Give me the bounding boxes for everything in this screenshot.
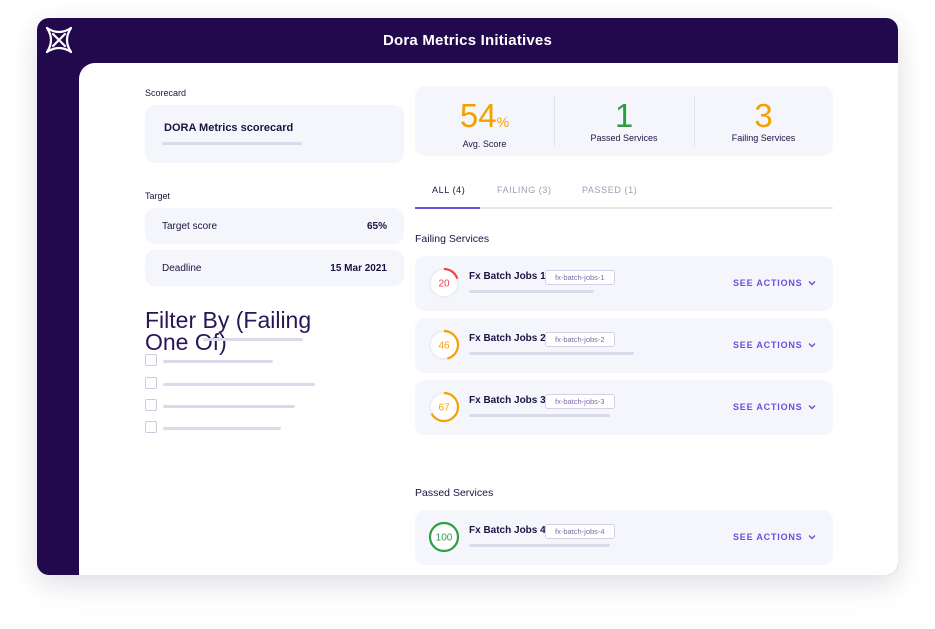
tab-bar: ALL (4) FAILING (3) PASSED (1) bbox=[415, 180, 833, 210]
filter-title: Filter By (Failing One Of) bbox=[145, 307, 312, 355]
service-tag: fx-batch-jobs-2 bbox=[545, 332, 615, 347]
score-value: 67 bbox=[438, 403, 450, 414]
service-row[interactable]: 67 Fx Batch Jobs 3 fx-batch-jobs-3 SEE A… bbox=[415, 380, 833, 435]
score-arc bbox=[428, 521, 460, 553]
app-window: Dora Metrics Initiatives Scorecard DORA … bbox=[37, 18, 898, 575]
deadline-row: Deadline 15 Mar 2021 bbox=[145, 250, 404, 286]
score-gauge: 67 bbox=[428, 391, 460, 423]
deadline-label: Deadline bbox=[162, 263, 202, 274]
tab-underline-track bbox=[415, 207, 833, 209]
scorecard-card[interactable]: DORA Metrics scorecard bbox=[145, 105, 404, 163]
page-title: Dora Metrics Initiatives bbox=[382, 32, 553, 49]
tab-failing[interactable]: FAILING (3) bbox=[497, 185, 552, 195]
target-score-row: Target score 65% bbox=[145, 208, 404, 244]
filter-checkbox[interactable] bbox=[145, 354, 157, 366]
see-actions-button[interactable]: SEE ACTIONS bbox=[733, 402, 816, 412]
tab-passed[interactable]: PASSED (1) bbox=[582, 185, 638, 195]
chevron-down-icon bbox=[808, 343, 816, 348]
metric-divider bbox=[554, 96, 555, 146]
filter-checkbox[interactable] bbox=[145, 421, 157, 433]
service-name: Fx Batch Jobs 1 bbox=[469, 271, 546, 282]
target-score-label: Target score bbox=[162, 221, 218, 232]
service-tag: fx-batch-jobs-3 bbox=[545, 394, 615, 409]
metric-value: 1 bbox=[614, 97, 634, 134]
target-score-value: 65% bbox=[366, 221, 387, 232]
scorecard-label: Scorecard bbox=[145, 88, 187, 98]
metric-failing-services: 3 Failing Services bbox=[694, 97, 833, 144]
failing-services-heading: Failing Services bbox=[415, 233, 490, 245]
filter-checkbox[interactable] bbox=[145, 399, 157, 411]
service-placeholder-bar bbox=[469, 544, 610, 547]
filter-option-placeholder bbox=[163, 360, 273, 363]
score-value: 100 bbox=[436, 533, 453, 544]
tab-all[interactable]: ALL (4) bbox=[432, 185, 466, 195]
score-gauge: 46 bbox=[428, 329, 460, 361]
filter-checkbox[interactable] bbox=[145, 377, 157, 389]
metric-avg-score: 54% Avg. Score bbox=[415, 97, 554, 150]
service-placeholder-bar bbox=[469, 290, 594, 293]
metrics-panel: 54% Avg. Score 1 Passed Services 3 Faili… bbox=[415, 86, 833, 156]
chevron-down-icon bbox=[808, 535, 816, 540]
score-arc bbox=[428, 267, 460, 299]
service-row[interactable]: 46 Fx Batch Jobs 2 fx-batch-jobs-2 SEE A… bbox=[415, 318, 833, 373]
chevron-down-icon bbox=[808, 405, 816, 410]
main-content: Scorecard DORA Metrics scorecard Target … bbox=[79, 63, 898, 575]
see-actions-label: SEE ACTIONS bbox=[733, 340, 803, 350]
see-actions-label: SEE ACTIONS bbox=[733, 402, 803, 412]
x-cross-logo-icon[interactable] bbox=[43, 24, 75, 56]
service-name: Fx Batch Jobs 3 bbox=[469, 395, 546, 406]
service-name: Fx Batch Jobs 2 bbox=[469, 333, 546, 344]
metric-unit: % bbox=[496, 114, 510, 130]
see-actions-button[interactable]: SEE ACTIONS bbox=[733, 532, 816, 542]
see-actions-label: SEE ACTIONS bbox=[733, 278, 803, 288]
filter-placeholder-bar bbox=[203, 338, 303, 341]
service-name: Fx Batch Jobs 4 bbox=[469, 525, 546, 536]
service-tag: fx-batch-jobs-4 bbox=[545, 524, 615, 539]
see-actions-label: SEE ACTIONS bbox=[733, 532, 803, 542]
metric-divider bbox=[694, 96, 695, 146]
metric-value: 54 bbox=[459, 97, 497, 134]
metric-value: 3 bbox=[754, 97, 773, 134]
score-gauge: 100 bbox=[428, 521, 460, 553]
metric-label: Avg. Score bbox=[462, 139, 507, 149]
score-arc bbox=[428, 391, 460, 423]
see-actions-button[interactable]: SEE ACTIONS bbox=[733, 278, 816, 288]
score-arc bbox=[428, 329, 460, 361]
score-value: 46 bbox=[438, 341, 450, 352]
chevron-down-icon bbox=[808, 281, 816, 286]
score-value: 20 bbox=[438, 279, 450, 290]
metric-label: Failing Services bbox=[731, 133, 796, 143]
tab-active-indicator bbox=[415, 207, 480, 209]
score-gauge: 20 bbox=[428, 267, 460, 299]
service-placeholder-bar bbox=[469, 352, 634, 355]
metric-passed-services: 1 Passed Services bbox=[554, 97, 694, 144]
filter-option-placeholder bbox=[163, 405, 295, 408]
filter-option-placeholder bbox=[163, 383, 315, 386]
scorecard-placeholder-bar bbox=[162, 142, 302, 145]
service-placeholder-bar bbox=[469, 414, 610, 417]
passed-services-heading: Passed Services bbox=[415, 487, 494, 499]
deadline-value: 15 Mar 2021 bbox=[330, 263, 387, 274]
service-row[interactable]: 20 Fx Batch Jobs 1 fx-batch-jobs-1 SEE A… bbox=[415, 256, 833, 311]
filter-option-placeholder bbox=[163, 427, 281, 430]
service-row[interactable]: 100 Fx Batch Jobs 4 fx-batch-jobs-4 SEE … bbox=[415, 510, 833, 565]
service-tag: fx-batch-jobs-1 bbox=[545, 270, 615, 285]
target-label: Target bbox=[145, 191, 171, 201]
see-actions-button[interactable]: SEE ACTIONS bbox=[733, 340, 816, 350]
scorecard-name: DORA Metrics scorecard bbox=[164, 122, 294, 134]
metric-label: Passed Services bbox=[590, 133, 658, 143]
